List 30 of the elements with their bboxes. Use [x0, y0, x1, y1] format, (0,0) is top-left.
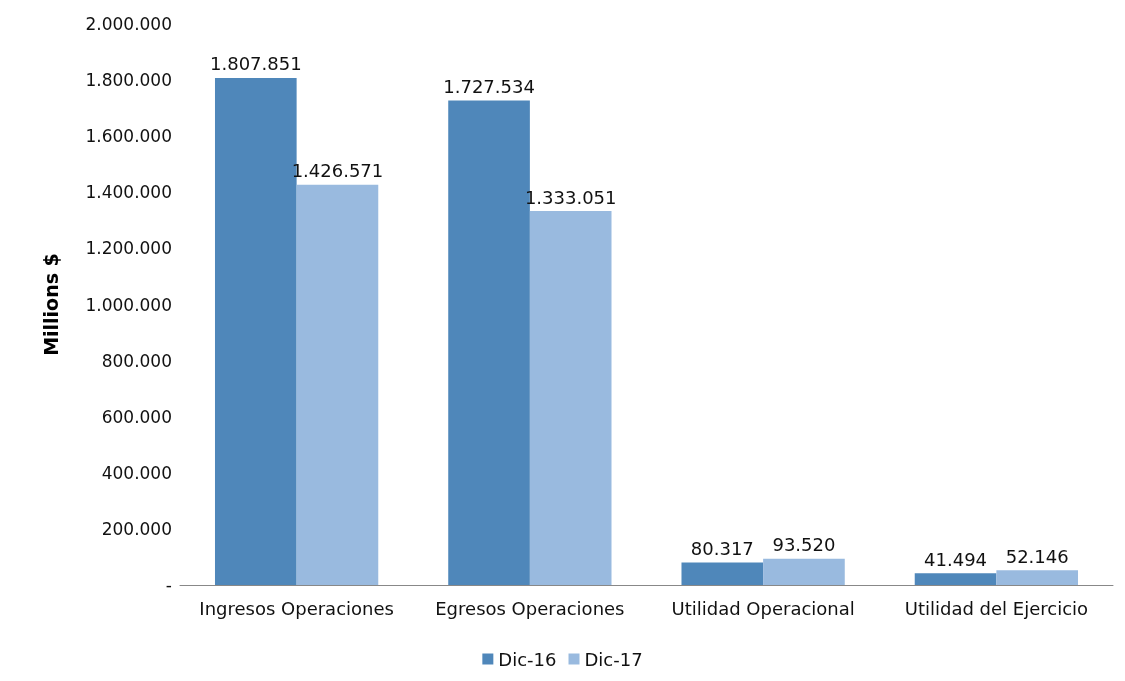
y-tick-label: 1.600.000 [85, 126, 172, 147]
legend-label: Dic-17 [584, 648, 643, 670]
data-label: 1.807.851 [210, 53, 302, 75]
y-axis-title: Millions $ [39, 253, 62, 356]
y-tick-label: - [165, 575, 172, 595]
y-tick-label: 800.000 [101, 350, 172, 371]
y-tick-label: 600.000 [101, 406, 172, 427]
x-tick-label: Utilidad Operacional [671, 597, 855, 619]
y-tick-label: 200.000 [101, 518, 172, 539]
legend-label: Dic-16 [498, 648, 557, 670]
y-tick-label: 400.000 [101, 462, 172, 483]
data-label: 41.494 [924, 548, 988, 570]
x-tick-label: Egresos Operaciones [435, 597, 625, 619]
bar [681, 562, 764, 585]
bar [529, 211, 612, 585]
bar [996, 570, 1079, 585]
data-label: 80.317 [690, 537, 754, 559]
data-label: 1.727.534 [443, 75, 535, 97]
data-label: 93.520 [772, 534, 836, 556]
y-tick-label: 2.000.000 [85, 14, 172, 34]
bar [914, 573, 997, 585]
x-tick-label: Utilidad del Ejercicio [904, 597, 1089, 619]
y-tick-label: 1.800.000 [85, 70, 172, 91]
data-label: 52.146 [1005, 545, 1069, 567]
y-tick-label: 1.000.000 [85, 294, 172, 315]
x-tick-label: Ingresos Operaciones [199, 597, 394, 619]
y-tick-label: 1.200.000 [85, 238, 172, 259]
bar [296, 184, 379, 585]
bar [763, 558, 845, 585]
y-tick-label: 1.400.000 [85, 182, 172, 203]
